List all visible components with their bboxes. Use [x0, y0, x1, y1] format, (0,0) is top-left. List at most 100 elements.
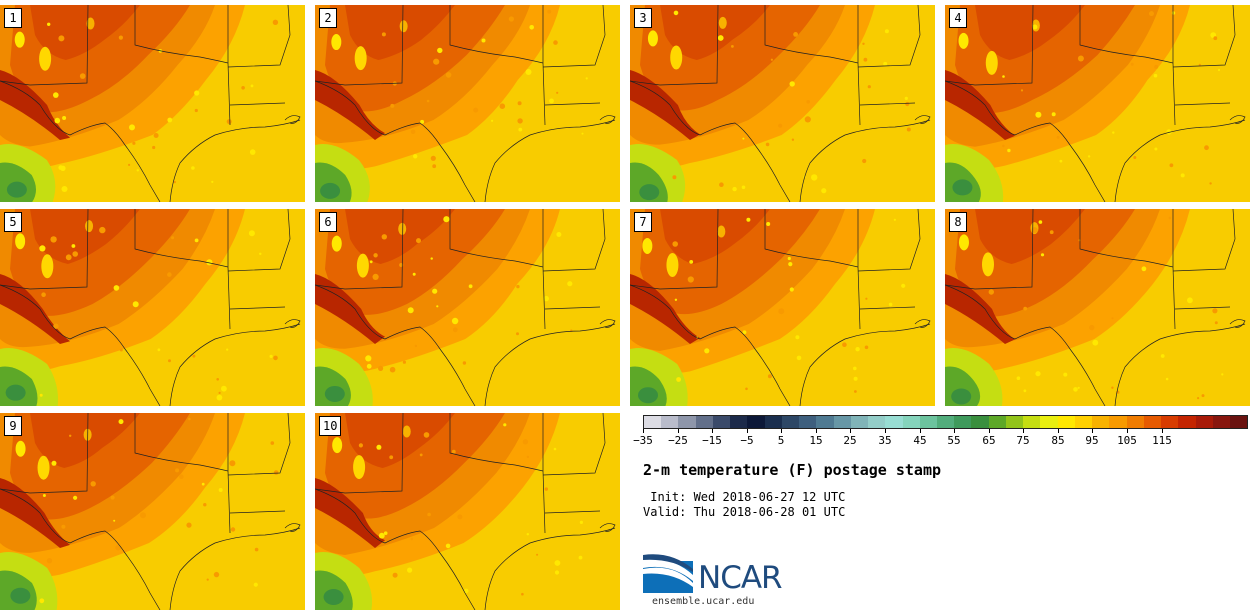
temperature-speckle — [579, 520, 583, 524]
temperature-speckle — [687, 276, 694, 283]
temperature-speckle — [73, 495, 78, 500]
colorbar-segment — [850, 416, 869, 428]
map-plot — [315, 413, 616, 610]
temperature-speckle — [378, 532, 385, 539]
temperature-speckle — [250, 84, 254, 88]
colorbar-tick-label: 115 — [1152, 434, 1172, 447]
temperature-speckle — [118, 419, 124, 425]
temperature-speckle — [167, 272, 172, 277]
map-plot — [0, 5, 301, 202]
delta-coastline — [914, 319, 931, 328]
colorbar-tick-label: 85 — [1051, 434, 1065, 447]
temperature-speckle — [62, 116, 67, 120]
state-border-nm-tx — [630, 5, 719, 86]
temperature-speckle — [778, 123, 783, 128]
temperature-speckle — [1165, 377, 1169, 381]
temperature-speckle — [230, 527, 236, 532]
delta-coastline — [914, 115, 931, 124]
temperature-speckle — [420, 119, 425, 124]
cool-pocket — [399, 20, 408, 33]
temperature-speckle — [194, 108, 198, 113]
temperature-speckle — [39, 245, 46, 252]
state-border-nm-tx — [0, 5, 89, 86]
temperature-speckle — [517, 118, 523, 124]
cool-pocket — [15, 233, 26, 250]
temperature-speckle — [525, 69, 532, 75]
temperature-speckle — [1056, 135, 1060, 139]
boundaries — [945, 5, 1246, 202]
colorbar-segment — [1143, 416, 1162, 428]
cool-pocket — [398, 222, 407, 235]
temperature-speckle — [410, 129, 416, 134]
colorbar-tick — [816, 429, 817, 433]
cool-region-55 — [10, 587, 31, 604]
temperature-speckle — [72, 251, 78, 257]
temperature-speckle — [41, 292, 46, 297]
state-border-red-river — [1079, 209, 1174, 268]
cool-region-55 — [951, 388, 972, 405]
temperature-speckle — [732, 186, 737, 192]
temperature-speckle — [201, 482, 205, 486]
gulf-coastline — [169, 119, 301, 202]
temperature-speckle — [1020, 89, 1024, 92]
temperature-speckle — [862, 158, 867, 164]
website-url: ensemble.ucar.edu — [652, 596, 755, 607]
temperature-speckle — [53, 92, 59, 98]
member-number: 5 — [4, 212, 22, 232]
colorbar-segment — [1074, 416, 1093, 428]
state-border-la-ms — [859, 102, 916, 106]
temperature-speckle — [206, 578, 209, 581]
state-border-tx-la — [542, 62, 546, 126]
state-border-red-river — [764, 5, 859, 64]
temperature-speckle — [516, 332, 519, 336]
state-border-la-ms — [859, 306, 916, 310]
temperature-speckle — [867, 85, 871, 89]
colorbar-segment — [885, 416, 903, 428]
temperature-speckle — [585, 77, 588, 80]
state-border-ar-ms — [542, 209, 606, 272]
temperature-speckle — [218, 488, 223, 492]
temperature-speckle — [1032, 24, 1038, 30]
colorbar-segment — [747, 416, 765, 428]
temperature-speckle — [65, 254, 72, 261]
temperature-speckle — [61, 524, 66, 529]
temperature-speckle — [376, 444, 382, 450]
state-border-la-ms — [229, 510, 286, 514]
delta-coastline — [284, 319, 301, 328]
temperature-speckle — [468, 284, 473, 289]
temperature-speckle — [1035, 111, 1042, 118]
cool-pocket — [86, 17, 95, 30]
temperature-speckle — [1089, 324, 1095, 331]
temperature-speckle — [248, 230, 255, 237]
temperature-speckle — [473, 107, 479, 113]
colorbar-segment — [764, 416, 782, 428]
map-plot — [630, 5, 931, 202]
temperature-speckle — [412, 272, 416, 276]
cool-region-55 — [952, 179, 973, 196]
colorbar-segment — [712, 416, 731, 428]
cool-pocket — [717, 225, 726, 238]
temperature-speckle — [273, 355, 278, 361]
state-border-red-river — [449, 413, 544, 472]
boundaries — [315, 5, 616, 202]
cool-pocket — [14, 31, 25, 48]
temperature-region-110 — [975, 209, 1085, 264]
temperature-region-110 — [30, 413, 140, 468]
temperature-speckle — [452, 327, 458, 333]
init-time: Init: Wed 2018-06-27 12 UTC — [643, 490, 846, 504]
state-border-red-river — [764, 209, 859, 268]
cool-pocket — [37, 455, 50, 480]
temperature-speckle — [463, 588, 469, 594]
temperature-speckle — [689, 260, 694, 264]
member-panel-3: 3 — [630, 5, 935, 202]
temperature-speckle — [853, 376, 858, 381]
map-plot — [945, 209, 1246, 406]
temperature-speckle — [392, 572, 398, 578]
colorbar-segment — [1109, 416, 1127, 428]
temperature-speckle — [481, 38, 486, 43]
temperature-speckle — [1051, 112, 1056, 117]
cool-pocket — [666, 252, 679, 277]
state-border-la-ms — [229, 306, 286, 310]
temperature-speckle — [426, 99, 430, 103]
state-border-nm-tx — [315, 413, 404, 494]
